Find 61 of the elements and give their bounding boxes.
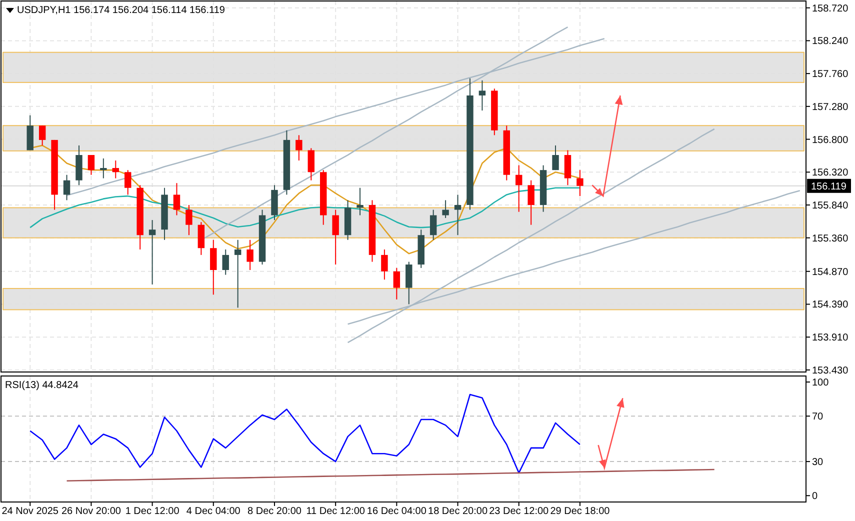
y-tick-label: 156.320 [812, 168, 849, 179]
candlestick [124, 170, 132, 196]
candlestick [186, 204, 192, 236]
candlestick [576, 170, 584, 197]
candlestick [234, 239, 242, 308]
y-tick-label: 157.760 [812, 69, 849, 80]
y-tick-label: 157.280 [812, 102, 849, 113]
candlestick [246, 239, 254, 271]
y-tick-label: 158.240 [812, 36, 849, 48]
x-tick-label: 11 Dec 12:00 [306, 506, 366, 517]
candlestick [442, 200, 449, 218]
x-tick-label: 16 Dec 04:00 [366, 506, 427, 517]
candlestick [112, 160, 119, 179]
line-series [29, 394, 581, 474]
y-tick-label: 153.430 [812, 365, 849, 376]
candlestick [393, 267, 400, 300]
candlestick [552, 144, 559, 171]
candlestick [173, 182, 180, 216]
y-tick-label: 30 [812, 457, 824, 468]
candlestick [308, 148, 314, 181]
candlestick [332, 209, 339, 266]
candlestick [296, 134, 302, 161]
y-tick-label: 153.910 [812, 332, 849, 344]
y-tick-label: 155.360 [812, 233, 849, 244]
candlestick [88, 154, 95, 176]
x-tick-label: 24 Nov 2025 [2, 506, 59, 517]
candlestick [430, 209, 437, 240]
candlestick [63, 174, 70, 201]
candlestick [528, 180, 534, 226]
line-series [66, 468, 716, 482]
chart-title: USDJPY,H1 156.174 156.204 156.114 156.119 [17, 5, 226, 16]
x-tick-label: 8 Dec 20:00 [248, 506, 302, 517]
candlestick [198, 222, 205, 256]
x-tick-label: 29 Dec 18:00 [550, 506, 610, 517]
y-tick-label: 155.840 [812, 200, 849, 212]
candlestick [356, 187, 364, 216]
x-tick-label: 4 Dec 04:00 [186, 506, 241, 517]
y-tick-label: 158.720 [812, 3, 849, 14]
candlestick [516, 164, 522, 212]
x-tick-label: 18 Dec 20:00 [428, 506, 488, 517]
x-tick-label: 23 Dec 12:00 [489, 506, 550, 517]
candlestick [38, 125, 46, 146]
x-tick-label: 1 Dec 12:00 [125, 506, 180, 517]
y-tick-label: 70 [812, 412, 824, 423]
candlestick [381, 248, 388, 280]
candlestick [100, 158, 107, 179]
candlestick [148, 220, 156, 285]
x-tick-label: 26 Nov 20:00 [61, 506, 122, 517]
y-tick-label: 100 [812, 378, 830, 389]
chart-title: RSI(13) 44.8424 [5, 380, 79, 391]
y-tick-label: 0 [812, 491, 818, 502]
candlestick [454, 194, 462, 236]
y-tick-label: 156.800 [812, 134, 849, 146]
ref-line-label: 156.119 [811, 181, 847, 192]
candlestick [222, 248, 229, 276]
candlestick [210, 239, 217, 296]
candlestick [564, 150, 572, 186]
y-tick-label: 154.870 [812, 266, 849, 278]
candlestick [478, 80, 486, 112]
y-tick-label: 154.390 [812, 300, 849, 311]
candlestick [406, 261, 412, 305]
